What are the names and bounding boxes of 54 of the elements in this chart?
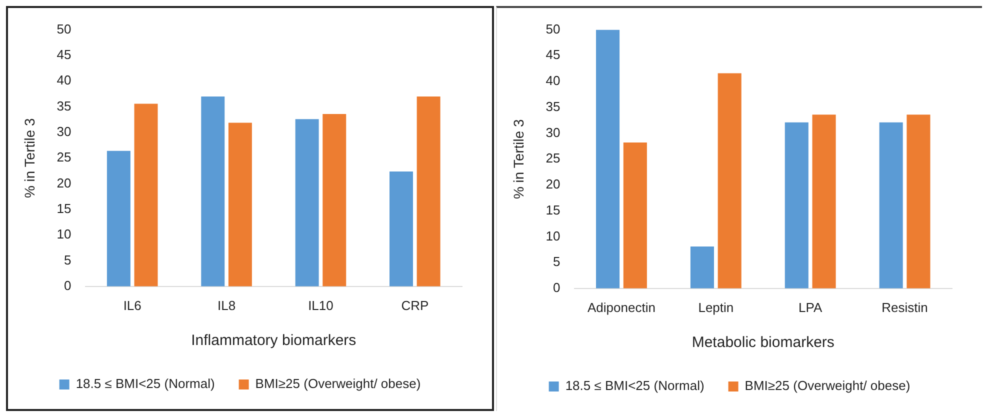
y-tick-label: 30: [546, 124, 560, 140]
x-tick-label: LPA: [798, 300, 822, 315]
x-axis-title: Metabolic biomarkers: [692, 334, 834, 352]
y-axis-title: % in Tertile 3: [21, 118, 38, 198]
y-tick-label: 30: [56, 124, 72, 140]
x-tick-label: Resistin: [882, 300, 928, 315]
x-tick-label: Adiponectin: [588, 300, 656, 315]
y-axis-title: % in Tertile 3: [510, 118, 526, 200]
y-tick-label: 35: [546, 98, 560, 114]
x-tick-label: IL6: [123, 298, 142, 313]
x-tick-label: IL8: [218, 298, 236, 313]
y-tick-label: 20: [56, 175, 72, 190]
bar: [390, 171, 413, 286]
y-tick-label: 35: [56, 98, 72, 114]
bar: [596, 30, 620, 288]
y-tick-label: 10: [546, 228, 560, 244]
bar: [201, 96, 225, 286]
bar: [295, 119, 319, 286]
x-axis-title: Inflammatory biomarkers: [191, 332, 356, 350]
bar: [322, 114, 346, 286]
bar: [690, 246, 714, 288]
bar: [784, 122, 808, 288]
y-tick-label: 25: [546, 150, 560, 166]
bar: [623, 142, 647, 288]
bar: [718, 73, 742, 288]
legend-label: 18.5 ≤ BMI<25 (Normal): [565, 378, 704, 394]
legend-label: BMI≥25 (Overweight/ obese): [255, 376, 421, 392]
y-tick-label: 50: [56, 21, 72, 36]
x-tick-label: Leptin: [698, 300, 734, 315]
y-tick-label: 15: [56, 201, 72, 216]
y-tick-label: 50: [546, 21, 560, 36]
bar: [906, 114, 930, 288]
legend-label: BMI≥25 (Overweight/ obese): [744, 378, 910, 394]
y-tick-label: 40: [56, 72, 72, 88]
bar: [416, 96, 440, 286]
y-tick-label: 5: [64, 252, 72, 268]
x-tick-label: CRP: [401, 298, 429, 313]
y-tick-label: 0: [64, 278, 72, 293]
y-tick-label: 20: [546, 176, 560, 192]
bar: [879, 122, 903, 288]
y-tick-label: 10: [56, 226, 72, 242]
x-tick-label: IL10: [308, 298, 334, 313]
y-tick-label: 25: [56, 150, 72, 165]
y-tick-label: 40: [546, 73, 560, 88]
y-tick-label: 45: [546, 47, 560, 62]
y-tick-label: 5: [553, 254, 560, 270]
bar: [228, 122, 252, 286]
y-tick-label: 15: [546, 202, 560, 218]
y-tick-label: 0: [553, 280, 560, 295]
bar: [106, 150, 130, 286]
y-tick-label: 45: [56, 47, 72, 62]
bar: [812, 114, 836, 288]
legend-label: 18.5 ≤ BMI<25 (Normal): [76, 376, 215, 392]
bar: [134, 104, 158, 286]
